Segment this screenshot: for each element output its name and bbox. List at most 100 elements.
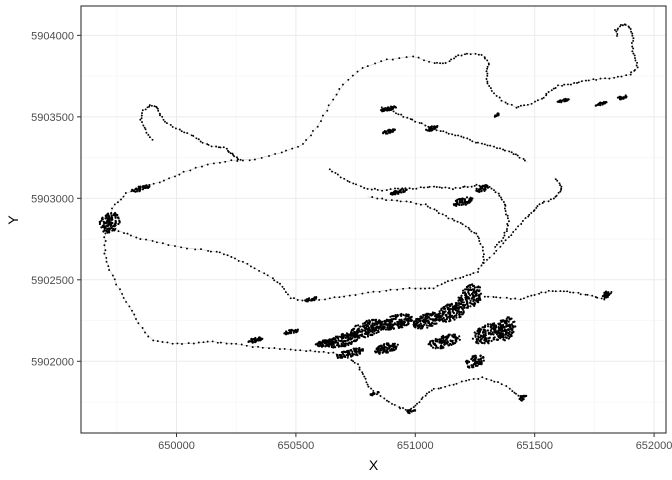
data-point bbox=[437, 387, 440, 390]
data-point bbox=[538, 203, 541, 206]
data-point bbox=[412, 324, 416, 327]
data-point bbox=[625, 74, 628, 77]
data-point bbox=[441, 318, 444, 321]
data-point bbox=[115, 283, 118, 286]
data-point bbox=[422, 314, 425, 317]
data-point bbox=[631, 32, 634, 35]
data-point bbox=[470, 199, 473, 202]
data-point bbox=[292, 331, 295, 334]
data-point bbox=[497, 114, 500, 117]
data-point bbox=[358, 346, 361, 350]
data-point bbox=[207, 143, 210, 146]
data-point bbox=[415, 202, 418, 205]
data-point bbox=[480, 264, 483, 267]
data-point bbox=[464, 225, 467, 228]
data-point bbox=[291, 329, 294, 332]
data-point bbox=[416, 402, 418, 405]
data-point bbox=[607, 293, 610, 296]
data-point bbox=[536, 205, 539, 208]
data-point bbox=[246, 262, 249, 265]
data-point bbox=[380, 106, 383, 109]
data-point bbox=[470, 297, 473, 300]
data-point bbox=[530, 294, 533, 297]
data-point bbox=[386, 132, 389, 135]
data-point bbox=[353, 361, 356, 364]
data-point bbox=[493, 252, 496, 255]
data-point bbox=[390, 199, 393, 202]
data-point bbox=[219, 341, 222, 344]
data-point bbox=[482, 356, 485, 359]
data-point bbox=[483, 143, 486, 146]
data-point bbox=[491, 332, 494, 335]
x-tick-label: 652000 bbox=[636, 440, 672, 452]
data-point bbox=[385, 349, 388, 352]
data-point bbox=[559, 99, 562, 102]
data-point bbox=[508, 330, 511, 333]
data-point bbox=[357, 327, 360, 330]
data-point bbox=[482, 184, 485, 188]
data-point bbox=[393, 105, 397, 108]
y-tick-label: 5904000 bbox=[31, 30, 74, 42]
data-point bbox=[302, 142, 304, 145]
data-point bbox=[479, 328, 483, 331]
data-point bbox=[376, 391, 379, 394]
data-point bbox=[150, 104, 153, 107]
data-point bbox=[167, 244, 170, 247]
data-point bbox=[257, 345, 260, 348]
data-point bbox=[123, 232, 125, 235]
data-point bbox=[435, 209, 438, 212]
data-point bbox=[508, 387, 511, 390]
data-point bbox=[426, 313, 429, 316]
data-point bbox=[498, 96, 501, 99]
data-point bbox=[202, 341, 205, 344]
data-point bbox=[386, 399, 388, 402]
data-point bbox=[135, 190, 138, 193]
data-point bbox=[585, 79, 587, 82]
data-point bbox=[470, 185, 473, 188]
data-point bbox=[109, 224, 112, 228]
data-point bbox=[141, 327, 144, 329]
data-point bbox=[510, 234, 513, 237]
data-point bbox=[295, 330, 299, 333]
data-point bbox=[509, 334, 512, 337]
data-point bbox=[289, 297, 292, 300]
data-point bbox=[483, 341, 486, 345]
data-point bbox=[285, 149, 287, 152]
data-point bbox=[482, 335, 485, 338]
data-point bbox=[453, 318, 456, 321]
data-point bbox=[541, 97, 543, 100]
data-point bbox=[461, 308, 464, 311]
data-point bbox=[109, 218, 113, 221]
data-point bbox=[465, 274, 468, 277]
data-point bbox=[418, 121, 421, 124]
data-point bbox=[569, 83, 572, 86]
data-point bbox=[390, 318, 394, 321]
data-point bbox=[450, 58, 453, 61]
data-point bbox=[388, 322, 391, 326]
data-point bbox=[289, 332, 293, 335]
data-point bbox=[428, 322, 431, 325]
data-point bbox=[381, 323, 384, 326]
data-point bbox=[424, 316, 427, 319]
data-point bbox=[236, 156, 238, 159]
data-point bbox=[366, 65, 369, 68]
data-point bbox=[157, 109, 160, 112]
data-point bbox=[141, 112, 143, 115]
data-point bbox=[627, 25, 630, 28]
data-point bbox=[331, 341, 334, 344]
data-point bbox=[148, 104, 151, 107]
data-point bbox=[445, 214, 448, 217]
data-point bbox=[353, 353, 356, 356]
data-point bbox=[137, 322, 140, 325]
data-point bbox=[135, 236, 138, 239]
data-point bbox=[507, 316, 510, 319]
data-point bbox=[273, 279, 276, 282]
data-point bbox=[479, 188, 482, 191]
data-point bbox=[301, 299, 304, 302]
data-point bbox=[147, 335, 150, 338]
data-point bbox=[398, 189, 401, 192]
data-point bbox=[370, 188, 373, 191]
data-point bbox=[353, 334, 356, 337]
data-point bbox=[504, 336, 507, 339]
data-point bbox=[458, 203, 461, 206]
